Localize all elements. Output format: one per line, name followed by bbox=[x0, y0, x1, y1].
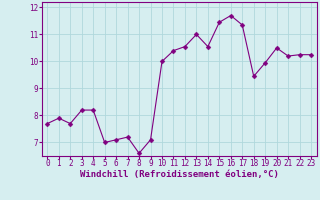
X-axis label: Windchill (Refroidissement éolien,°C): Windchill (Refroidissement éolien,°C) bbox=[80, 170, 279, 179]
